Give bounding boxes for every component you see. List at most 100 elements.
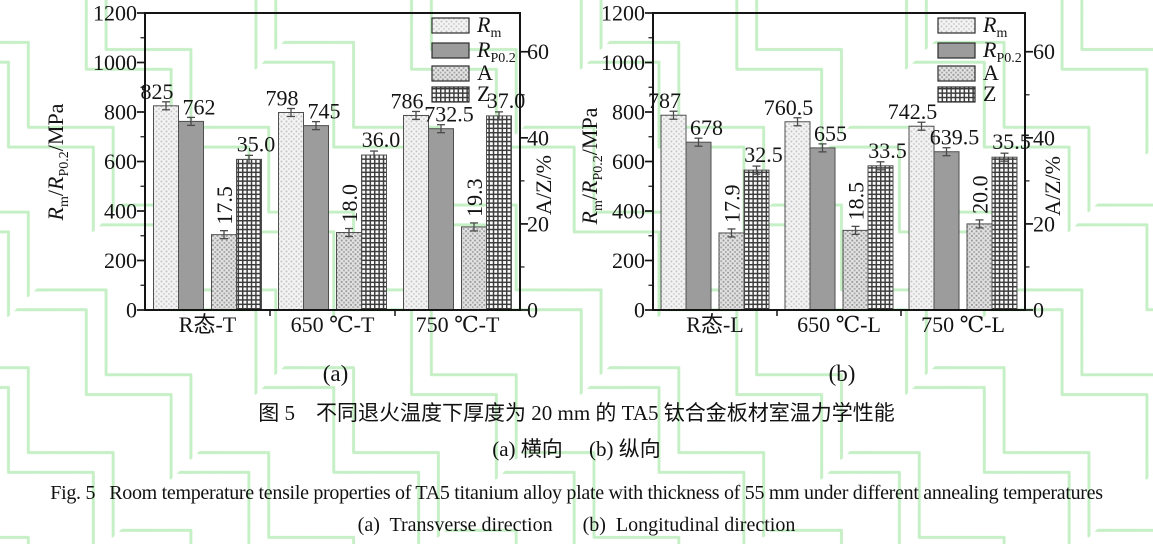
legend-swatch-Z (937, 86, 976, 103)
error-bar (437, 124, 445, 134)
left-axis-tick-label: 600 (104, 149, 137, 174)
bar-RP0.2-2 (428, 128, 454, 311)
left-axis-tick-label: 800 (104, 100, 137, 125)
right-axis-tick-label: 40 (527, 125, 549, 150)
bar-Rm-0 (153, 105, 179, 311)
legend-swatch-A (431, 65, 470, 82)
bar-value-label: 32.5 (744, 142, 783, 167)
error-bar (412, 110, 420, 121)
bar-A-1 (336, 232, 362, 311)
legend-label-RP0.2: RP0.2 (982, 37, 1022, 66)
left-axis-tick-label: 1000 (93, 50, 137, 75)
error-bar (220, 230, 228, 240)
x-category-label: R态-T (179, 312, 237, 337)
left-axis-tick-label: 400 (104, 199, 137, 224)
caption-en: Fig. 5 Room temperature tensile properti… (50, 482, 1103, 504)
bar-Rm-0 (660, 114, 687, 311)
bar-Z-2 (991, 156, 1018, 311)
left-axis-tick-label: 200 (104, 248, 137, 273)
legend-label-RP0.2: RP0.2 (476, 37, 516, 66)
legend-label-Rm: Rm (982, 12, 1007, 41)
bar-Z-1 (867, 165, 894, 311)
legend-swatch-Z (431, 86, 470, 103)
bar-RP0.2-1 (809, 147, 836, 311)
bar-value-label: 786 (391, 88, 424, 113)
bar-value-label: 33.5 (868, 138, 907, 163)
bar-value-label: 18.0 (337, 184, 362, 223)
legend-swatch-A (937, 65, 976, 82)
x-category-label: R态-L (686, 312, 743, 337)
bar-A-0 (718, 232, 745, 311)
error-bar (1000, 152, 1009, 162)
bar-value-label: 17.5 (212, 186, 237, 225)
right-axis-tick-label: 20 (527, 211, 549, 236)
left-axis-tick-label: 1200 (601, 1, 645, 26)
caption-cn: 图 5 不同退火温度下厚度为 20 mm 的 TA5 钛合金板材室温力学性能 (258, 401, 895, 425)
x-category-label: 750 ℃-T (416, 312, 500, 337)
legend-swatch-Rm (937, 17, 976, 34)
bar-value-label: 36.0 (362, 127, 401, 152)
legend-label-A: A (983, 60, 999, 85)
error-bar (851, 225, 860, 236)
error-bar (370, 150, 378, 160)
error-bar (942, 147, 951, 157)
bar-value-label: 37.0 (487, 88, 526, 113)
legend-swatch-RP0.2 (937, 42, 976, 59)
left-axis-tick-label: 200 (612, 248, 645, 273)
legend-label-Rm: Rm (476, 12, 501, 41)
y-axis-label-right: A/Z/% (531, 155, 556, 215)
legend-label-Z: Z (983, 81, 996, 106)
bar-value-label: 35.0 (237, 131, 276, 156)
bar-value-label: 17.9 (720, 184, 745, 223)
bar-A-2 (966, 223, 993, 311)
right-axis-tick-label: 60 (527, 39, 549, 64)
left-axis-tick-label: 1200 (93, 1, 137, 26)
bar-Rm-1 (278, 111, 304, 311)
caption-block: 图 5 不同退火温度下厚度为 20 mm 的 TA5 钛合金板材室温力学性能 (… (0, 399, 1153, 538)
bar-RP0.2-0 (685, 141, 712, 311)
error-bar (917, 121, 926, 131)
error-bar (495, 111, 503, 121)
left-axis-tick-label: 0 (634, 298, 645, 323)
error-bar (694, 137, 703, 147)
bar-value-label: 20.0 (968, 175, 993, 214)
legend-label-Z: Z (477, 81, 490, 106)
bar-value-label: 678 (690, 115, 723, 140)
error-bar (470, 222, 478, 232)
bar-value-label: 798 (266, 85, 299, 110)
error-bar (245, 154, 253, 164)
bar-Z-2 (486, 115, 512, 311)
bar-value-label: 655 (814, 121, 847, 146)
bar-value-label: 760.5 (764, 95, 814, 120)
legend-swatch-RP0.2 (431, 42, 470, 59)
left-axis-tick-label: 600 (612, 149, 645, 174)
right-axis-tick-label: 40 (1033, 125, 1055, 150)
error-bar (287, 107, 295, 118)
bar-Z-0 (743, 169, 770, 311)
bar-Z-0 (236, 158, 262, 311)
error-bar (752, 165, 761, 175)
caption-en-sub: (a) Transverse direction (b) Longitudina… (357, 514, 796, 536)
error-bar (162, 101, 170, 111)
bar-value-label: 18.5 (844, 182, 869, 221)
legend-swatch-Rm (431, 17, 470, 34)
error-bar (312, 120, 320, 131)
right-axis-tick-label: 0 (527, 298, 538, 323)
x-category-label: 750 ℃-L (921, 312, 1005, 337)
bar-value-label: 742.5 (888, 99, 938, 124)
error-bar (345, 227, 353, 238)
right-axis-tick-label: 60 (1033, 39, 1055, 64)
bar-Rm-1 (784, 121, 811, 311)
bar-value-label: 732.5 (424, 102, 474, 127)
panel-label: (a) (323, 361, 349, 386)
y-axis-label-left: Rm/RP0.2/MPa (43, 103, 72, 221)
caption-cn-sub: (a) 横向 (b) 纵向 (492, 437, 661, 461)
error-bar (876, 161, 885, 171)
bar-Z-1 (361, 154, 387, 311)
left-axis-tick-label: 0 (126, 298, 137, 323)
bar-value-label: 639.5 (930, 125, 980, 150)
